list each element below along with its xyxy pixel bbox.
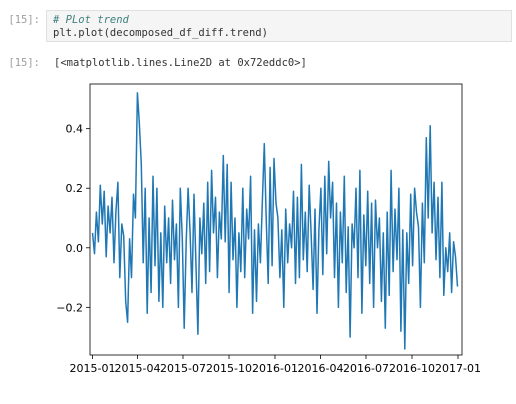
output-prompt: [15]: [8, 57, 40, 69]
y-tick-label: −0.2 [56, 301, 83, 314]
code-cell[interactable]: [15]: # PLot trend plt.plot(decomposed_d… [0, 10, 516, 42]
y-tick-label: 0.4 [66, 123, 84, 136]
y-axis: −0.2 0.0 0.2 0.4 [56, 123, 90, 314]
line-chart: −0.2 0.0 0.2 0.4 2015-01 2015-04 2015-07 2015-… [56, 83, 481, 375]
x-tick-label: 2016-10 [389, 362, 435, 375]
x-tick-label: 2016-04 [298, 362, 344, 375]
y-tick-label: 0.2 [66, 182, 84, 195]
output-cell: [15]: [<matplotlib.lines.Line2D at 0x72e… [0, 57, 516, 387]
code-input[interactable]: # PLot trend plt.plot(decomposed_df_diff… [46, 10, 512, 42]
x-axis: 2015-01 2015-04 2015-07 2015-10 2016-01 2016-… [70, 355, 481, 375]
x-tick-label: 2015-10 [206, 362, 252, 375]
x-tick-label: 2017-01 [435, 362, 481, 375]
x-tick-label: 2015-04 [115, 362, 161, 375]
code-comment: # PLot trend [53, 14, 129, 26]
code-line: plt.plot(decomposed_df_diff.trend) [53, 27, 268, 39]
x-tick-label: 2016-01 [252, 362, 298, 375]
trend-series-line [91, 92, 459, 350]
y-tick-label: 0.0 [66, 242, 84, 255]
x-tick-label: 2015-01 [70, 362, 116, 375]
x-tick-label: 2016-07 [343, 362, 389, 375]
input-prompt: [15]: [8, 14, 40, 26]
x-tick-label: 2015-07 [160, 362, 206, 375]
output-text: [<matplotlib.lines.Line2D at 0x72eddc0>] [54, 57, 307, 69]
